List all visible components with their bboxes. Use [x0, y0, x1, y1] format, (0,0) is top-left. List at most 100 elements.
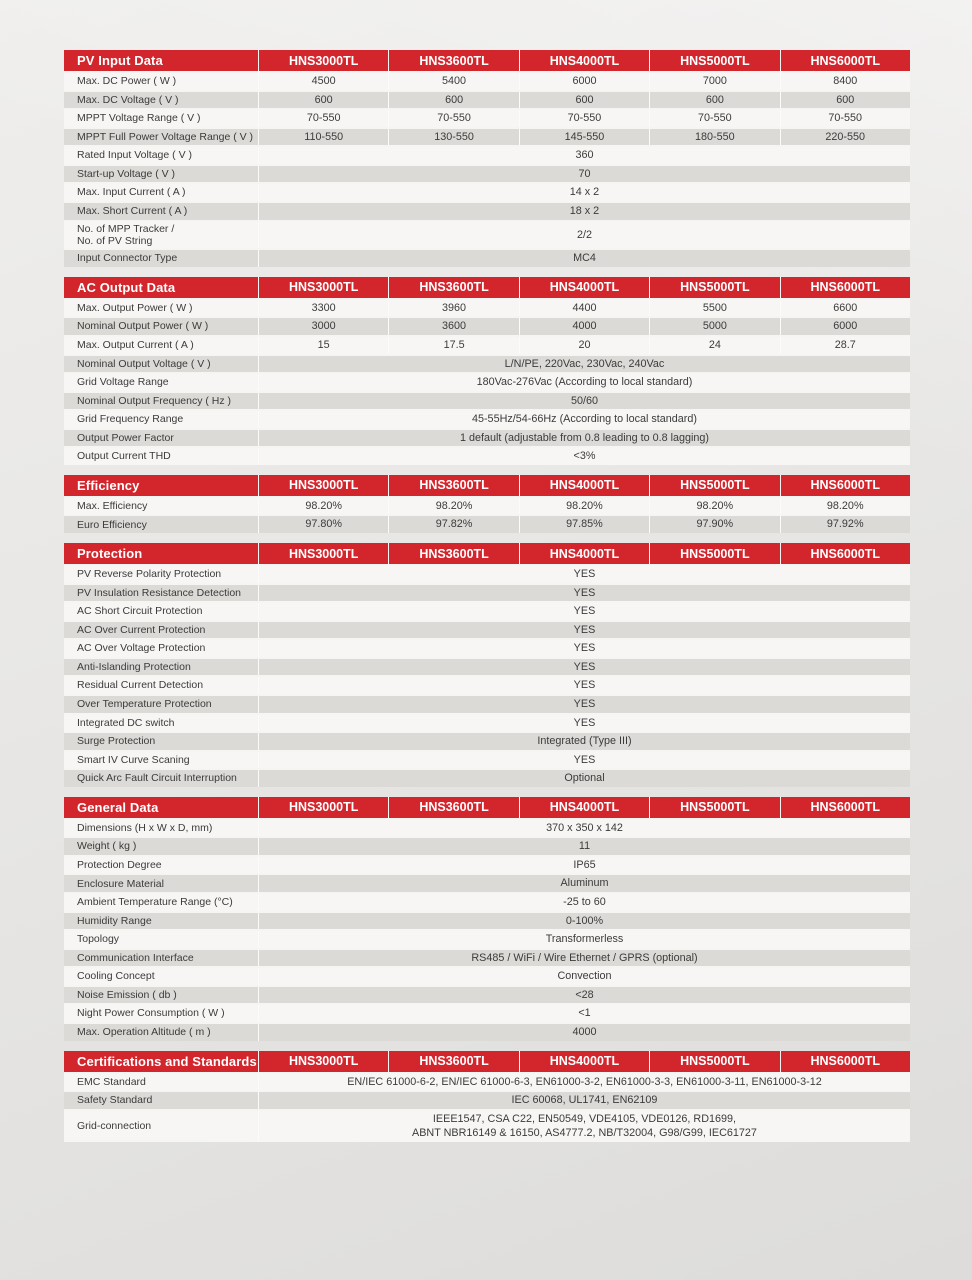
model-header: HNS6000TL — [779, 474, 910, 496]
span-value-cell: Optional — [257, 770, 910, 787]
row-label: Max. DC Voltage ( V ) — [77, 93, 179, 106]
span-value-cell: MC4 — [257, 250, 910, 267]
model-header: HNS5000TL — [649, 474, 779, 496]
span-value-cell: YES — [257, 603, 910, 620]
value-cell: 98.20% — [649, 497, 779, 515]
row-label: Communication Interface — [77, 951, 194, 964]
row-label: PV Insulation Resistance Detection — [77, 586, 242, 599]
span-value-cell: YES — [257, 751, 910, 769]
table-row: Dimensions (H x W x D, mm) 370 x 350 x 14… — [64, 817, 910, 837]
row-label: AC Short Circuit Protection — [77, 605, 203, 618]
model-header: HNS4000TL — [518, 1050, 649, 1072]
table-row: Nominal Output Voltage ( V ) L/N/PE, 220V… — [64, 353, 910, 373]
value-cell: 600 — [649, 91, 779, 109]
model-header: HNS3000TL — [257, 50, 388, 71]
spec-tables: PV Input Data HNS3000TL HNS3600TL HNS4000TL… — [64, 50, 910, 1152]
value-cell: 4400 — [518, 299, 649, 317]
value-cell: 98.20% — [779, 497, 910, 515]
table-row: Grid Frequency Range 45-55Hz/54-66Hz (Acc… — [64, 409, 910, 428]
table-row: Rated Input Voltage ( V ) 360 — [64, 145, 910, 164]
row-label: Grid-connection — [77, 1120, 152, 1132]
table-row: Input Connector Type MC4 — [64, 248, 910, 267]
table-efficiency: Efficiency HNS3000TL HNS3600TL HNS4000TL HNS… — [64, 474, 910, 533]
table-row: Anti-Islanding Protection YES — [64, 656, 910, 676]
value-cell: 70-550 — [779, 110, 910, 127]
value-cell: 3600 — [388, 318, 518, 335]
model-header: HNS6000TL — [779, 1050, 910, 1072]
table-row: Protection Degree IP65 — [64, 854, 910, 874]
table-header-row: Protection HNS3000TL HNS3600TL HNS4000TL HNS… — [64, 543, 910, 564]
row-label: Nominal Output Frequency ( Hz ) — [77, 394, 232, 407]
span-value-cell: YES — [257, 584, 910, 602]
value-cell: 20 — [518, 336, 649, 354]
model-header: HNS5000TL — [649, 796, 779, 818]
value-cell: 3960 — [388, 299, 518, 317]
table-row: AC Short Circuit Protection YES — [64, 601, 910, 620]
span-value-cell: YES — [257, 714, 910, 732]
span-value-cell: IP65 — [257, 856, 910, 874]
model-header: HNS5000TL — [649, 543, 779, 564]
model-header: HNS6000TL — [779, 796, 910, 818]
table-row: Smart IV Curve Scaning YES — [64, 749, 910, 769]
value-cell: 130-550 — [388, 128, 518, 146]
row-label: Noise Emission ( db ) — [77, 988, 177, 1001]
row-label: Max. Output Current ( A ) — [77, 339, 194, 352]
section-title: PV Input Data — [77, 53, 163, 68]
row-label: Input Connector Type — [77, 252, 178, 265]
table-row: Noise Emission ( db ) <28 — [64, 984, 910, 1004]
row-label: Ambient Temperature Range (°C) — [77, 896, 233, 909]
value-cell: 4000 — [518, 318, 649, 335]
table-row: Start-up Voltage ( V ) 70 — [64, 163, 910, 183]
table-row: Grid-connection IEEE1547, CSA C22, EN5054… — [64, 1108, 910, 1142]
row-label: Humidity Range — [77, 914, 152, 927]
table-pv-input-data: PV Input Data HNS3000TL HNS3600TL HNS4000TL… — [64, 50, 910, 267]
span-value-cell: Aluminum — [257, 875, 910, 892]
table-row: Surge Protection Integrated (Type III) — [64, 731, 910, 750]
model-header: HNS5000TL — [649, 50, 779, 71]
table-row: PV Reverse Polarity Protection YES — [64, 564, 910, 583]
table-row: No. of MPP Tracker / No. of PV String 2/2 — [64, 219, 910, 249]
span-value-cell: 50/60 — [257, 392, 910, 410]
row-label: No. of MPP Tracker / No. of PV String — [77, 222, 175, 247]
span-value-cell: 1 default (adjustable from 0.8 leading t… — [257, 429, 910, 447]
table-header-row: General Data HNS3000TL HNS3600TL HNS4000TL H… — [64, 796, 910, 818]
value-cell: 600 — [388, 91, 518, 109]
row-label: Max. DC Power ( W ) — [77, 75, 177, 88]
span-value-cell: -25 to 60 — [257, 894, 910, 911]
value-cell: 98.20% — [388, 497, 518, 515]
value-cell: 17.5 — [388, 336, 518, 354]
span-value-cell: 45-55Hz/54-66Hz (According to local stan… — [257, 411, 910, 428]
row-label: Anti-Islanding Protection — [77, 660, 191, 673]
model-header: HNS6000TL — [779, 543, 910, 564]
model-header: HNS6000TL — [779, 276, 910, 298]
value-cell: 6000 — [779, 318, 910, 335]
row-label: Output Power Factor — [77, 431, 174, 444]
value-cell: 4500 — [257, 73, 388, 90]
value-cell: 3000 — [257, 318, 388, 335]
value-cell: 220-550 — [779, 128, 910, 146]
model-header: HNS3000TL — [257, 474, 388, 496]
table-row: Max. Short Current ( A ) 18 x 2 — [64, 200, 910, 220]
span-value-cell: RS485 / WiFi / Wire Ethernet / GPRS (opt… — [257, 949, 910, 967]
table-row: Humidity Range 0-100% — [64, 910, 910, 930]
model-header: HNS3000TL — [257, 276, 388, 298]
model-header: HNS5000TL — [649, 1050, 779, 1072]
span-value-cell: YES — [257, 658, 910, 676]
model-header: HNS4000TL — [518, 543, 649, 564]
row-label: Topology — [77, 933, 120, 946]
table-protection: Protection HNS3000TL HNS3600TL HNS4000TL HNS… — [64, 543, 910, 787]
value-cell: 70-550 — [518, 110, 649, 127]
span-value-cell: <28 — [257, 986, 910, 1004]
table-row: Output Power Factor 1 default (adjustable… — [64, 427, 910, 447]
row-label: Residual Current Detection — [77, 679, 204, 692]
value-cell: 5400 — [388, 73, 518, 90]
table-header-row: PV Input Data HNS3000TL HNS3600TL HNS4000TL… — [64, 50, 910, 71]
value-cell: 70-550 — [649, 110, 779, 127]
model-header: HNS3600TL — [388, 1050, 518, 1072]
span-value-cell: YES — [257, 640, 910, 657]
value-cell: 6000 — [518, 73, 649, 90]
section-title: Protection — [77, 546, 143, 561]
span-value-cell: EN/IEC 61000-6-2, EN/IEC 61000-6-3, EN61… — [257, 1073, 910, 1091]
value-cell: 5500 — [649, 299, 779, 317]
row-label: EMC Standard — [77, 1075, 146, 1088]
